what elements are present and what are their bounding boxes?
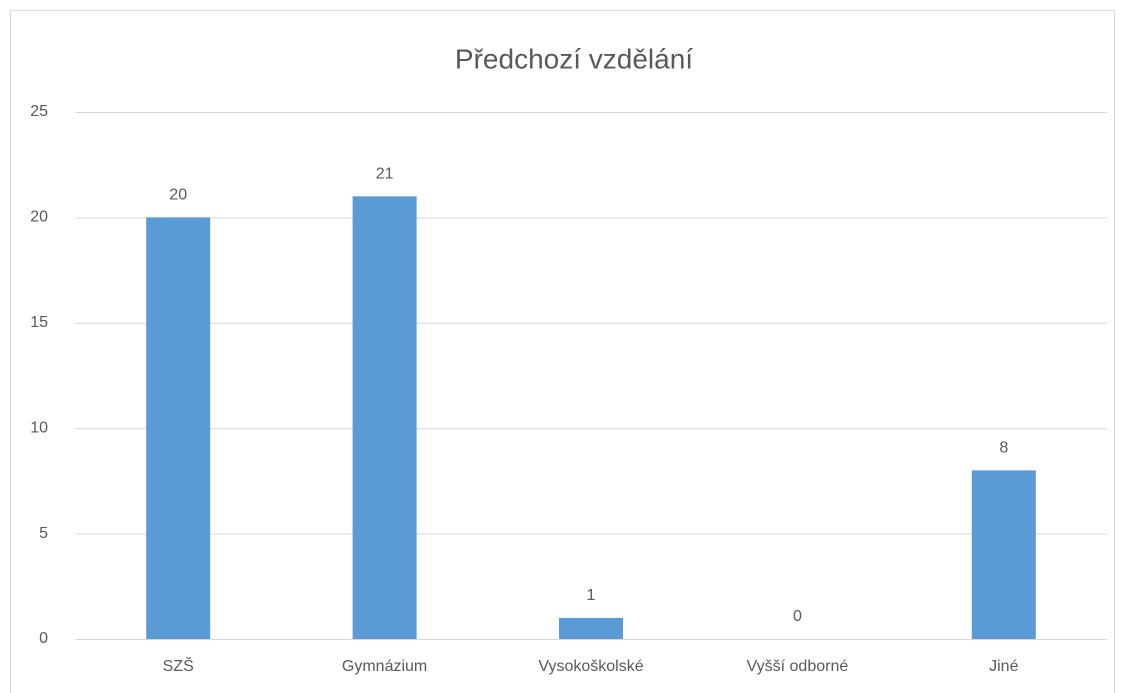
data-label: 8 xyxy=(999,440,1008,457)
x-tick-label: Vyšší odborné xyxy=(747,658,849,675)
y-tick-label: 10 xyxy=(30,419,48,436)
y-tick-label: 0 xyxy=(39,630,48,647)
data-label: 1 xyxy=(587,587,596,604)
y-tick-label: 20 xyxy=(30,209,48,226)
bar xyxy=(352,196,417,639)
x-tick-label: Jiné xyxy=(989,658,1018,675)
data-label: 21 xyxy=(376,166,394,183)
bar xyxy=(146,217,211,639)
x-tick-label: SZŠ xyxy=(163,656,194,675)
y-tick-label: 5 xyxy=(39,525,48,542)
y-tick-label: 25 xyxy=(30,103,48,120)
y-tick-label: 15 xyxy=(30,314,48,331)
bar xyxy=(971,470,1036,639)
x-tick-label: Gymnázium xyxy=(342,658,427,675)
x-tick-label: Vysokoškolské xyxy=(538,658,643,675)
bar xyxy=(559,617,623,639)
data-label: 0 xyxy=(793,608,802,625)
data-label: 20 xyxy=(169,187,187,204)
chart-border xyxy=(10,10,1115,693)
chart-title: Předchozí vzdělání xyxy=(455,43,693,74)
